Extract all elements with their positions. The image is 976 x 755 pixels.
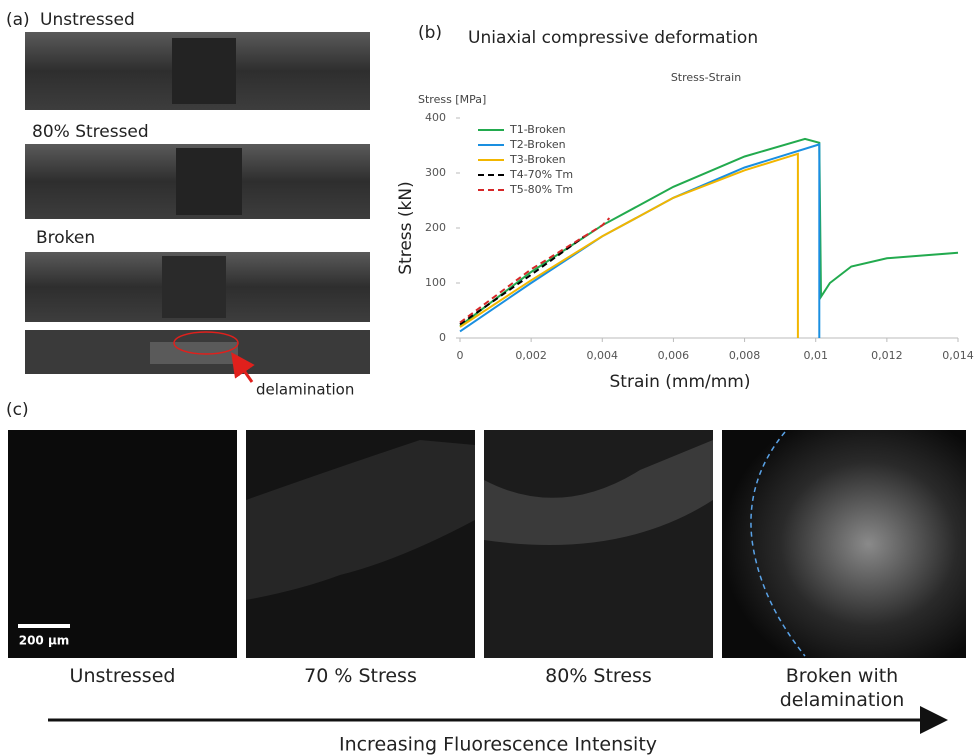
series-line xyxy=(460,154,798,338)
series-line xyxy=(460,139,958,326)
legend-label: T2-Broken xyxy=(509,138,566,151)
x-axis-label: Strain (mm/mm) xyxy=(610,372,751,392)
x-tick-label: 0,002 xyxy=(515,349,547,362)
legend-label: T3-Broken xyxy=(509,153,566,166)
y-unit-label: Stress [MPa] xyxy=(418,93,486,106)
caption: Broken with delamination xyxy=(752,664,932,712)
y-tick-label: 0 xyxy=(439,331,446,344)
weave-region xyxy=(172,38,236,104)
y-tick-label: 400 xyxy=(425,111,446,124)
x-tick-label: 0,006 xyxy=(658,349,690,362)
x-tick-label: 0 xyxy=(457,349,464,362)
annotation: delamination xyxy=(256,381,354,399)
panel-label: (a) xyxy=(6,10,30,30)
x-tick-label: 0,012 xyxy=(871,349,903,362)
panel-label: (c) xyxy=(6,400,29,420)
weave-region xyxy=(162,256,226,318)
y-tick-label: 200 xyxy=(425,221,446,234)
chart-subtitle: Stress-Strain xyxy=(671,71,741,84)
arrow-label: Increasing Fluorescence Intensity xyxy=(339,734,657,755)
sample-label: 80% Stressed xyxy=(32,122,149,142)
caption: 80% Stress xyxy=(484,664,713,688)
plot: 0 100 200 300 400 0 0,002 0,004 0,006 0,008 0,01 0,… xyxy=(425,111,974,362)
legend-label: T5-80% Tm xyxy=(509,183,573,196)
figure: (a) Unstressed 80% Stressed Broken delam… xyxy=(0,0,976,755)
x-tick-label: 0,004 xyxy=(587,349,619,362)
legend-label: T1-Broken xyxy=(509,123,566,136)
micrograph xyxy=(722,430,966,658)
caption: 70 % Stress xyxy=(246,664,475,688)
scale-bar-label: 200 µm xyxy=(19,634,70,648)
sample-label: Unstressed xyxy=(40,10,135,30)
panel-label: (b) xyxy=(418,23,442,43)
y-axis-label: Stress (kN) xyxy=(396,181,416,274)
caption: Unstressed xyxy=(8,664,237,688)
y-tick-label: 300 xyxy=(425,166,446,179)
x-tick-label: 0,014 xyxy=(942,349,974,362)
micrograph xyxy=(8,430,237,658)
x-tick-label: 0,01 xyxy=(803,349,828,362)
sample-label: Broken xyxy=(36,228,95,248)
legend-label: T4-70% Tm xyxy=(509,168,573,181)
figure-page: { "panel_a": {"label": "(a)", "samples":… xyxy=(0,0,976,755)
y-tick-label: 100 xyxy=(425,276,446,289)
chart-title: Uniaxial compressive deformation xyxy=(468,28,758,48)
x-tick-label: 0,008 xyxy=(729,349,761,362)
weave-region xyxy=(176,148,242,215)
